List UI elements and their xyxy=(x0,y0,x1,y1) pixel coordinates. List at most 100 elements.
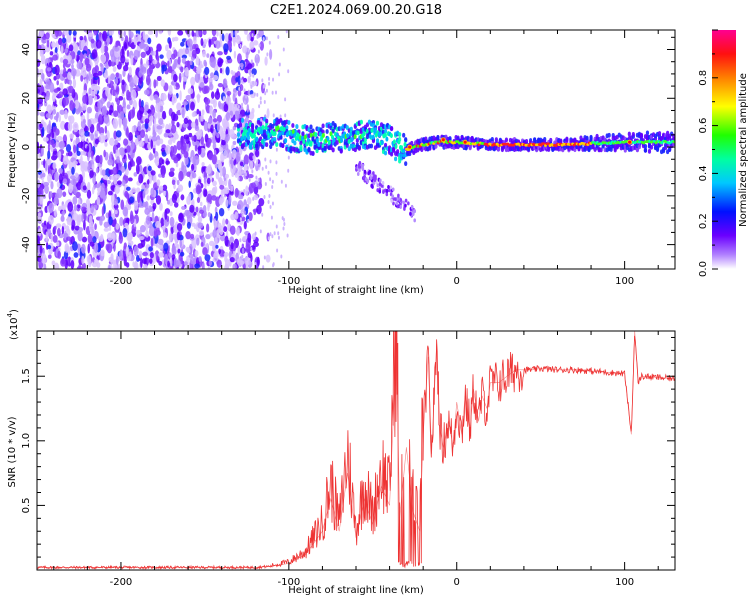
heatmap-cell xyxy=(138,173,144,184)
heatmap-cell xyxy=(301,131,305,137)
snr-ticks: -200 -100 0 100 0.5 1.0 1.5 xyxy=(21,331,675,588)
heatmap-cell xyxy=(52,162,57,170)
heatmap-cell xyxy=(468,145,472,151)
heatmap-cell xyxy=(404,203,407,208)
heatmap-cell xyxy=(108,93,113,102)
heatmap-cell xyxy=(251,169,254,174)
heatmap-cell xyxy=(524,138,529,144)
heatmap-cell xyxy=(67,71,72,80)
heatmap-cell xyxy=(193,224,198,230)
heatmap-cell xyxy=(294,136,298,142)
heatmap-cell xyxy=(255,143,259,148)
heatmap-cell xyxy=(90,132,95,141)
heatmap-cell xyxy=(69,133,75,139)
heatmap-cell xyxy=(105,180,111,185)
heatmap-cell xyxy=(76,61,82,70)
svg-text:(x104): (x104) xyxy=(6,309,20,340)
heatmap-cell xyxy=(112,212,116,220)
heatmap-cell xyxy=(61,225,65,235)
heatmap-cell xyxy=(182,142,187,153)
heatmap-cell xyxy=(234,109,240,120)
heatmap-cell xyxy=(51,131,55,139)
heatmap-cell xyxy=(136,110,142,121)
heatmap-cell xyxy=(394,143,398,149)
heatmap-cell xyxy=(202,30,207,36)
heatmap-cell xyxy=(95,85,101,91)
heatmap-cell xyxy=(256,34,259,39)
heatmap-cell xyxy=(155,220,161,228)
heatmap-cell xyxy=(162,184,168,191)
heatmap-cell xyxy=(108,30,115,36)
heatmap-cell xyxy=(383,142,388,148)
heatmap-cell xyxy=(158,117,164,125)
heatmap-cell xyxy=(187,249,191,254)
heatmap-cell xyxy=(78,129,85,136)
heatmap-cell xyxy=(219,184,225,190)
heatmap-cell xyxy=(191,49,197,58)
heatmap-cell xyxy=(196,66,202,71)
heatmap-cell xyxy=(73,204,78,211)
heatmap-cell xyxy=(276,248,279,253)
heatmap-cell xyxy=(162,64,168,72)
heatmap-cell xyxy=(39,244,43,255)
heatmap-cell xyxy=(152,202,157,210)
heatmap-cell xyxy=(69,100,75,112)
heatmap-cell xyxy=(83,165,89,171)
heatmap-cell xyxy=(77,198,81,205)
heatmap-cell xyxy=(224,187,230,195)
heatmap-cell xyxy=(98,182,101,187)
heatmap-cell xyxy=(37,147,40,155)
heatmap-cell xyxy=(165,129,171,134)
heatmap-cell xyxy=(267,236,270,241)
heatmap-cell xyxy=(99,218,103,226)
heatmap-cell xyxy=(56,241,60,247)
heatmap-cell xyxy=(157,110,161,120)
heatmap-cell xyxy=(69,115,75,124)
heatmap-cell xyxy=(100,97,106,105)
heatmap-cell xyxy=(103,72,107,78)
heatmap-cell xyxy=(84,57,90,66)
heatmap-cell xyxy=(176,102,182,111)
heatmap-cell xyxy=(255,149,260,158)
heatmap-cell xyxy=(252,73,255,78)
heatmap-cell xyxy=(164,253,169,265)
heatmap-cell xyxy=(57,227,61,237)
heatmap-cell xyxy=(92,72,99,78)
heatmap-cell xyxy=(77,141,84,149)
heatmap-cell xyxy=(189,257,196,265)
heatmap-cell xyxy=(242,263,246,269)
spectrogram-heatmap xyxy=(37,30,675,269)
colorbar-tick-label: 0.4 xyxy=(698,165,709,181)
colorbar-ticks: 0.0 0.2 0.4 0.6 0.8 xyxy=(698,29,718,277)
heatmap-cell xyxy=(232,200,238,206)
heatmap-cell xyxy=(208,117,213,125)
heatmap-cell xyxy=(182,76,188,82)
spectrogram-panel: -200 -100 0 100 40 20 0 -20 -40 Height of straig… xyxy=(7,29,676,296)
snr-line-layer xyxy=(37,331,675,570)
heatmap-cell xyxy=(271,234,274,239)
heatmap-cell xyxy=(72,121,79,133)
heatmap-cell xyxy=(240,118,245,123)
heatmap-cell xyxy=(391,187,395,192)
heatmap-cell xyxy=(62,63,66,69)
heatmap-cell xyxy=(314,132,318,138)
heatmap-cell xyxy=(180,257,183,265)
heatmap-cell xyxy=(385,188,389,193)
heatmap-cell xyxy=(130,152,135,159)
heatmap-cell xyxy=(119,216,124,227)
heatmap-cell xyxy=(397,139,401,145)
heatmap-cell xyxy=(326,136,330,142)
heatmap-cell xyxy=(59,109,65,115)
heatmap-cell xyxy=(206,193,213,203)
heatmap-cell xyxy=(237,245,241,255)
heatmap-cell xyxy=(273,131,277,137)
heatmap-cell xyxy=(191,172,197,179)
heatmap-cell xyxy=(128,66,132,76)
heatmap-cell xyxy=(87,233,93,244)
heatmap-cell xyxy=(395,201,398,206)
heatmap-cell xyxy=(237,194,244,200)
heatmap-cell xyxy=(113,242,116,252)
spectrogram-x-axis-label: Height of straight line (km) xyxy=(288,285,424,296)
heatmap-cell xyxy=(169,231,172,242)
heatmap-cell xyxy=(37,44,42,50)
